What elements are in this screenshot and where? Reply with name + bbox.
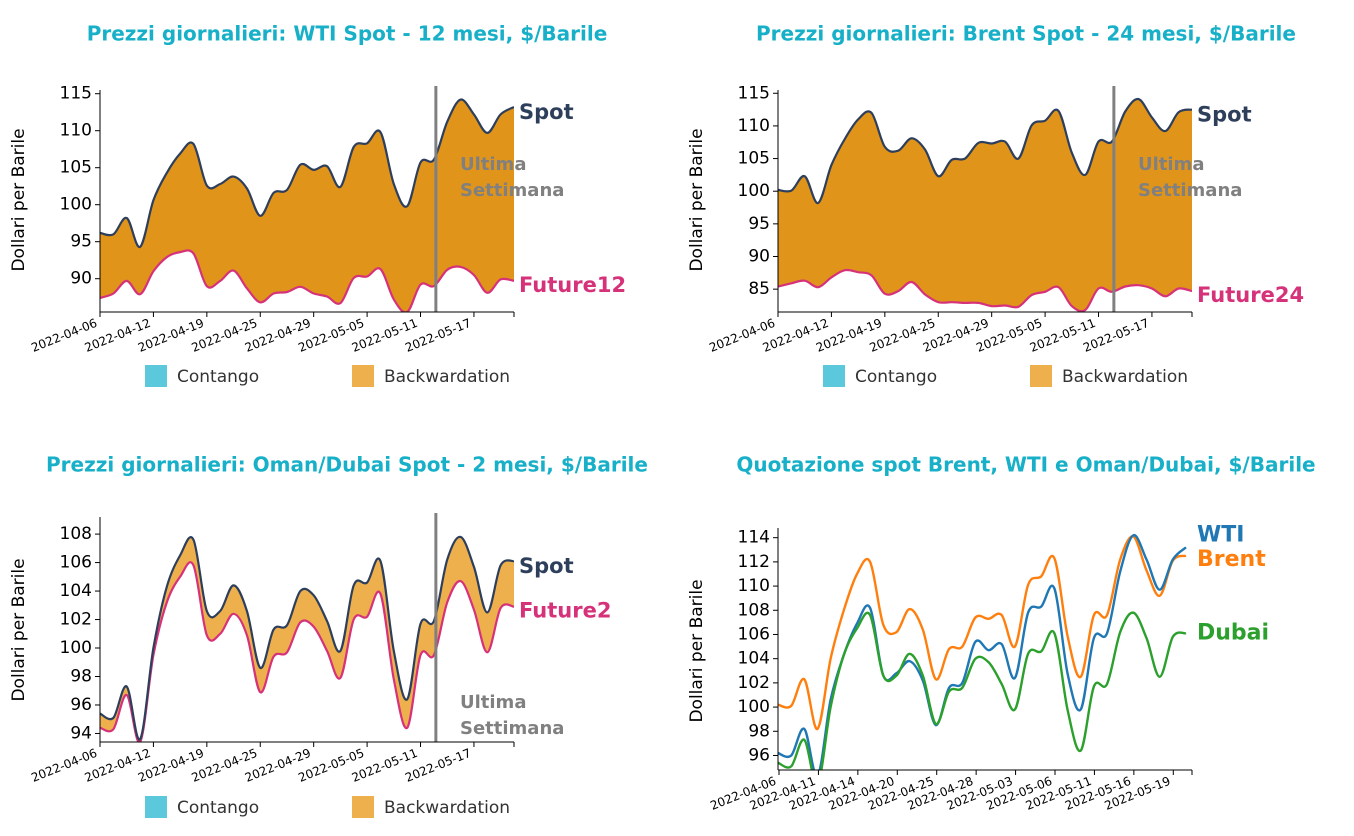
y-tick-label: 110 — [738, 116, 770, 136]
y-tick-label: 90 — [748, 247, 770, 267]
y-axis-label: Dollari per Barile — [687, 579, 707, 722]
legend-label-backwardation: Backwardation — [384, 367, 510, 387]
future-line — [100, 561, 514, 742]
y-tick-label: 102 — [738, 673, 770, 693]
y-tick-label: 90 — [70, 269, 92, 289]
y-axis-label: Dollari per Barile — [687, 128, 707, 271]
chart-title: Prezzi giornalieri: WTI Spot - 12 mesi, … — [87, 22, 608, 46]
future-line — [100, 249, 514, 312]
series-label-wti: WTI — [1197, 522, 1244, 547]
legend-label-contango: Contango — [177, 367, 259, 387]
y-tick-label: 94 — [70, 723, 92, 743]
y-tick-label: 115 — [60, 84, 92, 104]
series-label-future: Future24 — [1197, 283, 1304, 307]
chart-2: Prezzi giornalieri: Brent Spot - 24 mesi… — [687, 22, 1304, 387]
y-tick-label: 114 — [738, 528, 770, 548]
y-tick-label: 112 — [738, 552, 770, 572]
spot-line — [100, 98, 514, 249]
series-label-brent: Brent — [1197, 547, 1266, 572]
future-line — [778, 268, 1192, 312]
legend-swatch-backwardation — [1030, 365, 1052, 387]
last-week-annotation: Ultima — [460, 692, 526, 713]
y-tick-label: 115 — [738, 83, 770, 103]
y-tick-label: 104 — [60, 581, 92, 601]
y-tick-label: 106 — [738, 624, 770, 644]
backwardation-area — [100, 99, 514, 312]
y-tick-label: 110 — [60, 121, 92, 141]
series-label-dubai: Dubai — [1197, 620, 1269, 645]
y-tick-label: 100 — [738, 181, 770, 201]
chart-1: Prezzi giornalieri: WTI Spot - 12 mesi, … — [9, 22, 626, 387]
series-label-future: Future12 — [519, 273, 626, 297]
chart-4: Quotazione spot Brent, WTI e Oman/Dubai,… — [687, 453, 1316, 813]
y-axis-label: Dollari per Barile — [9, 128, 29, 271]
legend-label-contango: Contango — [177, 798, 259, 818]
y-tick-label: 100 — [60, 638, 92, 658]
spot-line — [778, 97, 1192, 205]
y-tick-label: 104 — [738, 649, 770, 669]
chart-title: Quotazione spot Brent, WTI e Oman/Dubai,… — [736, 453, 1315, 477]
legend-label-contango: Contango — [855, 367, 937, 387]
y-tick-label: 96 — [748, 745, 770, 765]
backwardation-area — [778, 99, 1192, 312]
y-tick-label: 100 — [60, 195, 92, 215]
last-week-annotation: Settimana — [460, 180, 564, 201]
chart-3: Prezzi giornalieri: Oman/Dubai Spot - 2 … — [9, 453, 648, 818]
y-tick-label: 106 — [60, 553, 92, 573]
last-week-annotation: Settimana — [460, 718, 564, 739]
line-wti — [778, 534, 1187, 770]
backwardation-area — [100, 536, 514, 742]
y-tick-label: 98 — [748, 721, 770, 741]
legend-swatch-contango — [823, 365, 845, 387]
legend-swatch-contango — [145, 365, 167, 387]
y-tick-label: 105 — [60, 158, 92, 178]
chart-title: Prezzi giornalieri: Oman/Dubai Spot - 2 … — [46, 453, 648, 477]
series-label-future: Future2 — [519, 599, 611, 623]
line-brent — [778, 535, 1187, 731]
y-tick-label: 95 — [748, 214, 770, 234]
legend-swatch-contango — [145, 796, 167, 818]
y-tick-label: 96 — [70, 695, 92, 715]
series-label-spot: Spot — [519, 100, 574, 124]
y-tick-label: 108 — [60, 524, 92, 544]
y-tick-label: 102 — [60, 610, 92, 630]
last-week-annotation: Ultima — [460, 154, 526, 175]
y-tick-label: 110 — [738, 576, 770, 596]
last-week-annotation: Ultima — [1138, 154, 1204, 175]
series-label-spot: Spot — [1197, 103, 1252, 127]
legend-label-backwardation: Backwardation — [1062, 367, 1188, 387]
spot-line — [100, 535, 514, 741]
last-week-annotation: Settimana — [1138, 180, 1242, 201]
y-tick-label: 100 — [738, 697, 770, 717]
chart-title: Prezzi giornalieri: Brent Spot - 24 mesi… — [756, 22, 1296, 46]
legend-label-backwardation: Backwardation — [384, 798, 510, 818]
legend-swatch-backwardation — [352, 796, 374, 818]
y-axis-label: Dollari per Barile — [9, 558, 29, 701]
y-tick-label: 85 — [748, 279, 770, 299]
legend-swatch-backwardation — [352, 365, 374, 387]
y-tick-label: 105 — [738, 149, 770, 169]
series-label-spot: Spot — [519, 554, 574, 578]
y-tick-label: 95 — [70, 232, 92, 252]
line-dubai — [778, 611, 1187, 770]
y-tick-label: 108 — [738, 600, 770, 620]
y-tick-label: 98 — [70, 666, 92, 686]
